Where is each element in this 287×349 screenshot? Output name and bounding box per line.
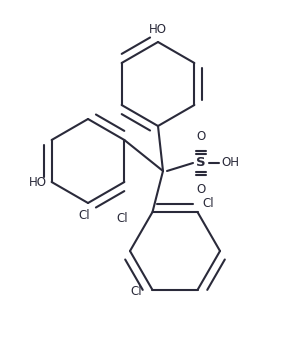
Text: Cl: Cl (78, 209, 90, 222)
Text: Cl: Cl (117, 213, 128, 225)
Text: HO: HO (29, 176, 46, 188)
Text: OH: OH (221, 156, 239, 170)
Text: Cl: Cl (203, 197, 214, 210)
Text: O: O (196, 183, 205, 196)
Text: S: S (196, 156, 206, 170)
Text: O: O (196, 130, 205, 143)
Text: HO: HO (149, 23, 167, 36)
Text: Cl: Cl (131, 285, 142, 298)
